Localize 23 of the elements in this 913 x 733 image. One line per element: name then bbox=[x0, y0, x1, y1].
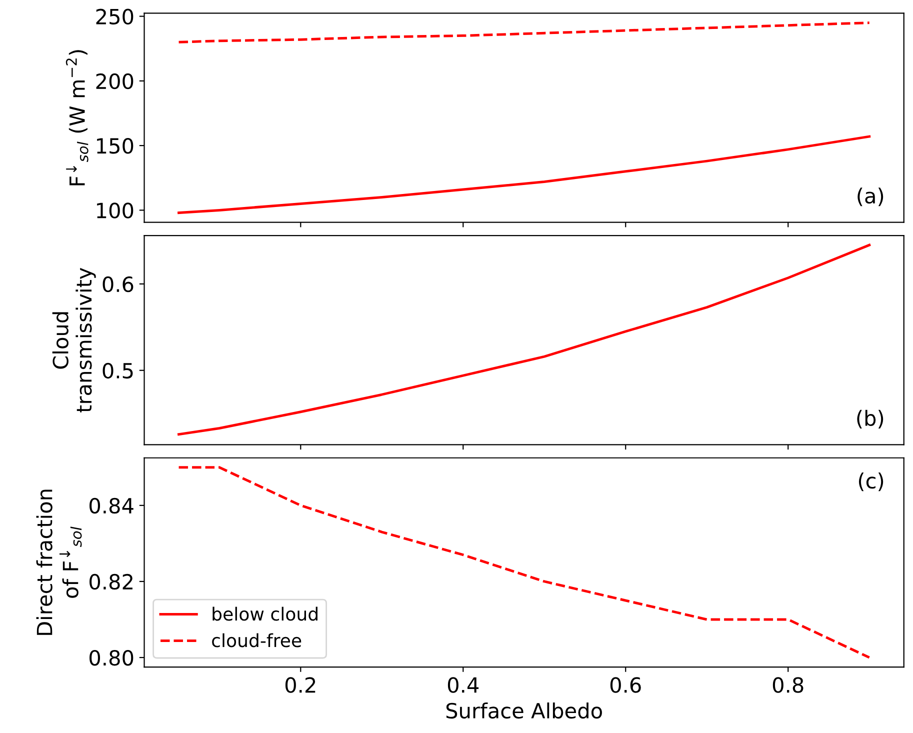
y-tick-label: 200 bbox=[96, 73, 134, 90]
x-tick-label: 0.8 bbox=[772, 677, 804, 693]
y-tick-label: 250 bbox=[96, 8, 134, 25]
y-axis-title: Direct fraction of F$^{↓}$$_{sol}$ bbox=[36, 490, 82, 635]
annotation: (b) bbox=[857, 410, 884, 428]
y-tick-label: 0.6 bbox=[102, 276, 134, 292]
y-tick-label: 0.84 bbox=[90, 498, 134, 514]
x-tick-label: 0.2 bbox=[285, 677, 316, 693]
x-axis-title: Surface Albedo bbox=[446, 702, 602, 719]
annotation: (a) bbox=[858, 188, 884, 206]
y-tick-label: 100 bbox=[97, 202, 134, 218]
x-tick-label: 0.4 bbox=[448, 677, 479, 693]
y-axis-title: Cloud transmissivity bbox=[52, 268, 96, 412]
annotation: (c) bbox=[858, 472, 884, 492]
x-tick-label: 0.6 bbox=[610, 677, 641, 693]
line-series bbox=[178, 22, 871, 44]
y-tick-label: 0.5 bbox=[102, 362, 133, 379]
legend-label: cloud-free bbox=[212, 633, 302, 648]
y-tick-label: 150 bbox=[97, 138, 134, 154]
y-axis-title: F$^{↓}$$_{sol}$ (W m$^{−2}$) bbox=[66, 50, 88, 186]
y-tick-label: 0.80 bbox=[90, 650, 134, 666]
legend-label: below cloud bbox=[212, 606, 318, 621]
y-tick-label: 0.82 bbox=[90, 574, 132, 590]
